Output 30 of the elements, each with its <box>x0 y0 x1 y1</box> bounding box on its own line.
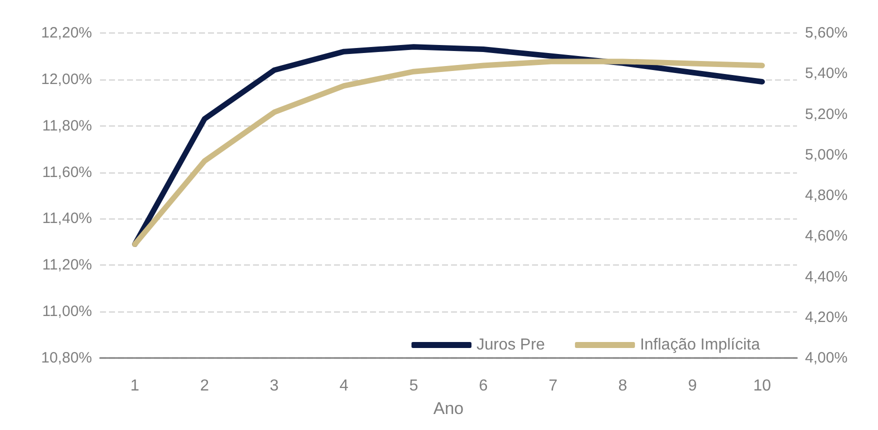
x-tick-label: 1 <box>130 378 140 394</box>
y-tick-label: 11,80% <box>42 117 92 134</box>
x-tick-label: 2 <box>200 378 210 394</box>
y-tick-label: 11,60% <box>42 164 92 181</box>
legend-label: Inflação Implícita <box>640 336 760 354</box>
x-tick-label: 3 <box>270 378 279 394</box>
x-tick-label: 5 <box>409 378 418 394</box>
x-tick-label: 7 <box>548 378 558 394</box>
y-tick-label: 12,00% <box>41 70 92 88</box>
y-tick-label: 12,20% <box>41 24 92 42</box>
y2-tick-label: 5,20% <box>805 106 848 123</box>
legend-label: Juros Pre <box>476 336 546 354</box>
y-tick-label: 11,20% <box>42 256 92 274</box>
y-tick-label: 11,00% <box>42 303 92 320</box>
y2-tick-label: 5,60% <box>805 24 848 42</box>
x-tick-label: 6 <box>478 378 488 394</box>
y-tick-label: 10,80% <box>41 350 92 366</box>
x-axis-title: Ano <box>433 399 464 418</box>
y2-tick-label: 4,60% <box>805 228 848 245</box>
x-tick-label: 4 <box>339 378 348 394</box>
y2-tick-label: 4,20% <box>805 308 848 326</box>
y2-tick-label: 5,40% <box>805 65 848 82</box>
y2-tick-label: 4,40% <box>805 268 848 286</box>
y2-tick-label: 5,00% <box>805 146 848 164</box>
y2-tick-label: 4,80% <box>805 187 848 204</box>
y2-tick-label: 4,00% <box>805 350 848 366</box>
y-tick-label: 11,40% <box>42 210 92 228</box>
x-tick-label: 8 <box>618 378 628 394</box>
x-tick-label: 9 <box>688 378 697 394</box>
x-tick-label: 10 <box>753 378 772 394</box>
